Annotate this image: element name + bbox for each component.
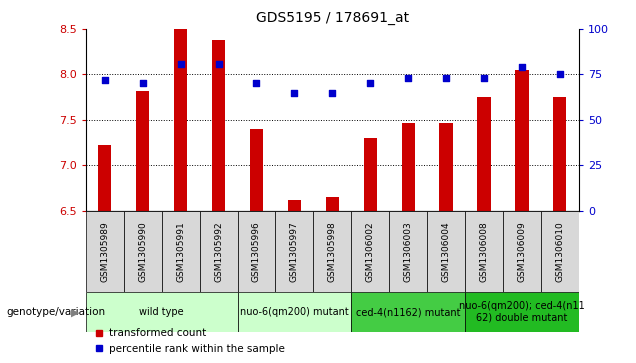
Text: ▶: ▶ xyxy=(71,307,80,317)
Point xyxy=(289,90,300,95)
Bar xyxy=(553,97,567,211)
Point xyxy=(328,90,338,95)
Bar xyxy=(98,145,111,211)
Text: GSM1305998: GSM1305998 xyxy=(328,221,337,282)
Bar xyxy=(465,292,579,332)
Point xyxy=(441,75,451,81)
Text: GSM1305992: GSM1305992 xyxy=(214,221,223,282)
Text: wild type: wild type xyxy=(139,307,184,317)
Text: GSM1306002: GSM1306002 xyxy=(366,221,375,282)
Bar xyxy=(174,29,187,211)
Point xyxy=(479,75,489,81)
Text: GSM1305991: GSM1305991 xyxy=(176,221,185,282)
Text: ced-4(n1162) mutant: ced-4(n1162) mutant xyxy=(356,307,460,317)
Bar xyxy=(401,122,415,211)
Text: GSM1306009: GSM1306009 xyxy=(518,221,527,282)
Point xyxy=(176,61,186,66)
Bar xyxy=(237,211,275,292)
Bar xyxy=(250,129,263,211)
Legend: transformed count, percentile rank within the sample: transformed count, percentile rank withi… xyxy=(91,324,289,358)
Text: GSM1306003: GSM1306003 xyxy=(404,221,413,282)
Point xyxy=(403,75,413,81)
Bar xyxy=(200,211,237,292)
Bar xyxy=(212,40,225,211)
Text: nuo-6(qm200) mutant: nuo-6(qm200) mutant xyxy=(240,307,349,317)
Bar xyxy=(86,292,237,332)
Point xyxy=(100,77,110,83)
Bar xyxy=(287,200,301,211)
Text: GSM1305990: GSM1305990 xyxy=(138,221,147,282)
Bar xyxy=(503,211,541,292)
Bar xyxy=(351,292,465,332)
Bar xyxy=(478,97,490,211)
Text: nuo-6(qm200); ced-4(n11
62) double mutant: nuo-6(qm200); ced-4(n11 62) double mutan… xyxy=(459,301,584,323)
Text: GSM1305989: GSM1305989 xyxy=(100,221,109,282)
Bar xyxy=(439,122,453,211)
Point xyxy=(555,72,565,77)
Bar xyxy=(124,211,162,292)
Point xyxy=(365,81,375,86)
Bar xyxy=(351,211,389,292)
Bar xyxy=(86,211,124,292)
Bar xyxy=(427,211,465,292)
Text: GSM1305997: GSM1305997 xyxy=(290,221,299,282)
Text: genotype/variation: genotype/variation xyxy=(6,307,106,317)
Bar xyxy=(541,211,579,292)
Text: GSM1306010: GSM1306010 xyxy=(555,221,564,282)
Point xyxy=(251,81,261,86)
Bar xyxy=(136,91,149,211)
Bar xyxy=(326,197,339,211)
Bar xyxy=(465,211,503,292)
Bar xyxy=(515,70,529,211)
Bar xyxy=(275,211,314,292)
Bar xyxy=(237,292,351,332)
Text: GSM1306004: GSM1306004 xyxy=(441,221,450,282)
Point xyxy=(214,61,224,66)
Bar xyxy=(162,211,200,292)
Point xyxy=(137,81,148,86)
Text: GSM1306008: GSM1306008 xyxy=(480,221,488,282)
Text: GSM1305996: GSM1305996 xyxy=(252,221,261,282)
Bar xyxy=(389,211,427,292)
Point xyxy=(517,64,527,70)
Title: GDS5195 / 178691_at: GDS5195 / 178691_at xyxy=(256,11,409,25)
Bar xyxy=(364,138,377,211)
Bar xyxy=(314,211,351,292)
